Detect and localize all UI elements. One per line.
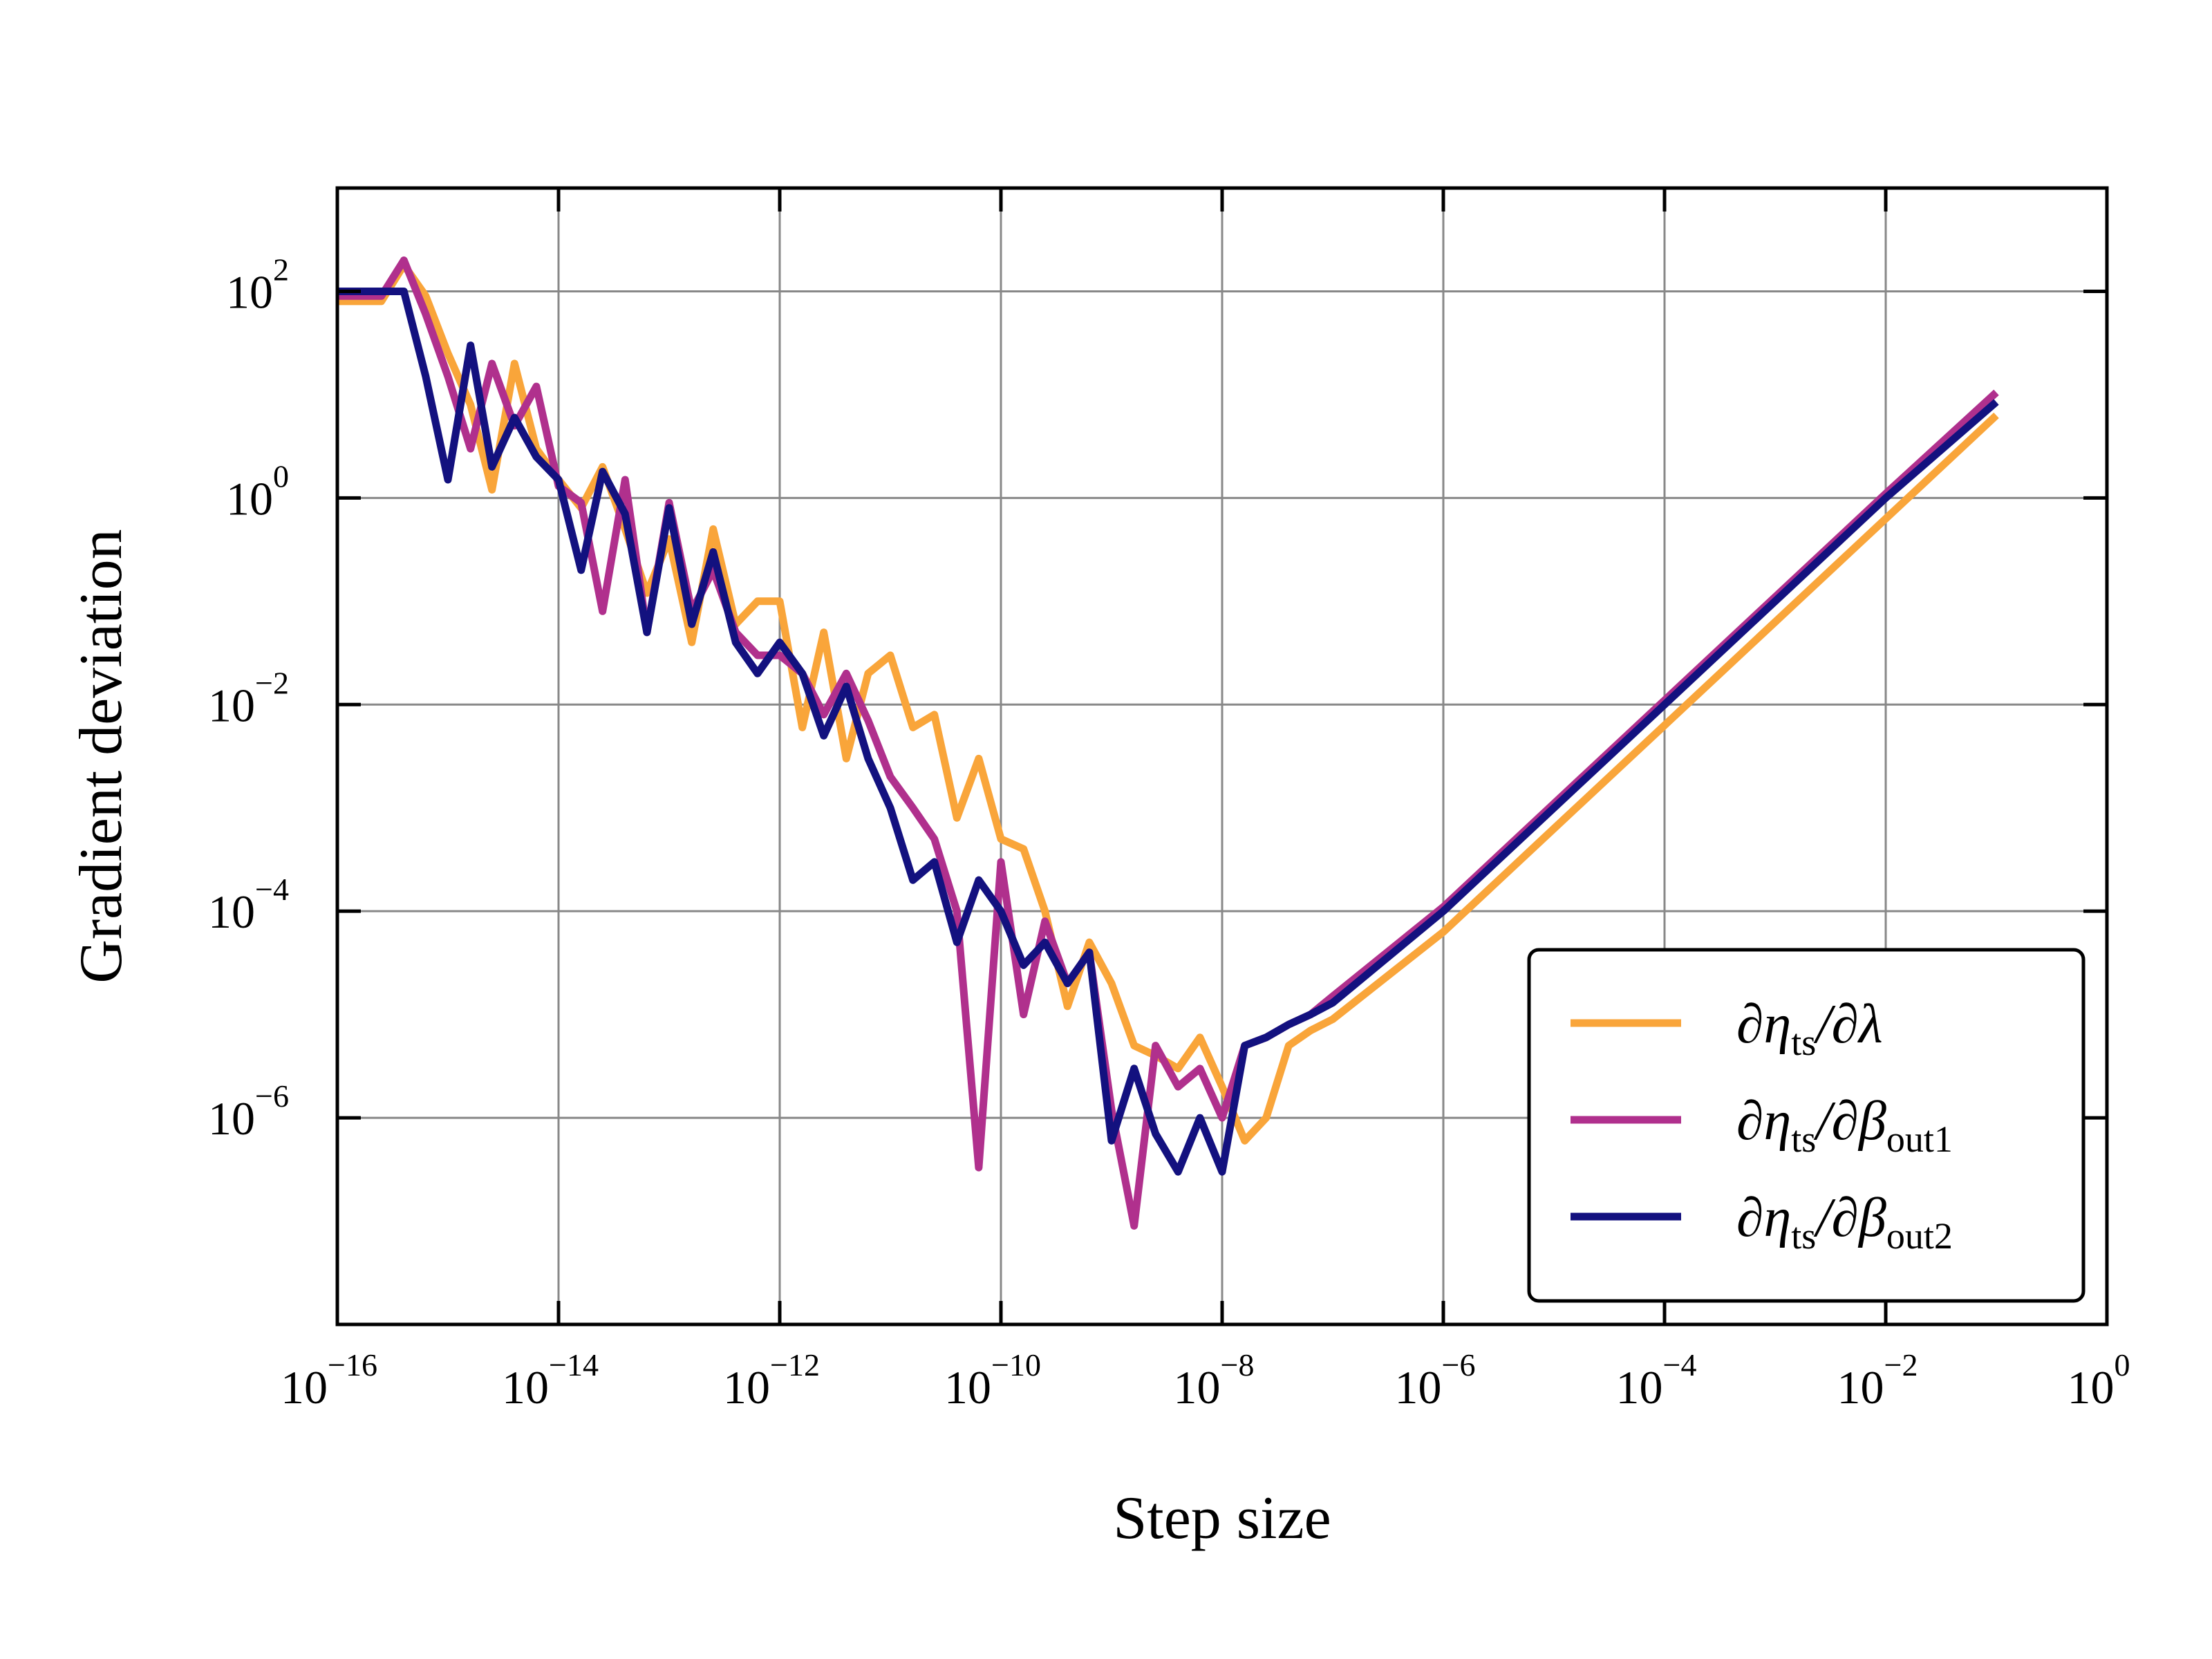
x-tick-base: 10 bbox=[1174, 1361, 1221, 1414]
y-tick-base: 10 bbox=[208, 885, 255, 938]
x-tick-label: 10−12 bbox=[723, 1347, 820, 1414]
x-tick-exp: −10 bbox=[991, 1347, 1041, 1382]
legend-label-1: ∂ηts/∂λ bbox=[1736, 994, 1883, 1063]
legend-label-subscript: ts bbox=[1791, 1215, 1816, 1257]
y-tick-label: 10−6 bbox=[208, 1078, 289, 1145]
legend-label-part: ∂η bbox=[1736, 994, 1791, 1055]
x-tick-base: 10 bbox=[2068, 1361, 2115, 1414]
legend-label-part: /∂β bbox=[1813, 1188, 1886, 1248]
x-tick-base: 10 bbox=[502, 1361, 549, 1414]
x-tick-label: 10−14 bbox=[502, 1347, 599, 1414]
x-tick-label: 10−8 bbox=[1174, 1347, 1255, 1414]
y-tick-exp: −6 bbox=[255, 1078, 289, 1114]
x-tick-labels: 10−16 10−14 10−12 10−10 10−8 10−6 10−4 10−2 100 bbox=[281, 1347, 2130, 1414]
y-tick-base: 10 bbox=[208, 1092, 255, 1145]
x-tick-exp: −2 bbox=[1884, 1347, 1918, 1382]
x-tick-base: 10 bbox=[1395, 1361, 1442, 1414]
x-tick-exp: −12 bbox=[770, 1347, 820, 1382]
y-tick-base: 10 bbox=[226, 265, 273, 318]
x-tick-label: 10−6 bbox=[1395, 1347, 1476, 1414]
y-tick-label: 10−4 bbox=[208, 872, 289, 938]
x-axis-title: Step size bbox=[1113, 1485, 1331, 1552]
legend: ∂ηts/∂λ∂ηts/∂βout1∂ηts/∂βout2 bbox=[1527, 948, 2086, 1303]
legend-label-subscript: out1 bbox=[1886, 1118, 1953, 1160]
legend-label-part: /∂λ bbox=[1813, 994, 1882, 1055]
legend-label-subscript: ts bbox=[1791, 1022, 1816, 1063]
legend-label-subscript: ts bbox=[1791, 1118, 1816, 1160]
y-tick-base: 10 bbox=[208, 679, 255, 731]
x-tick-label: 10−16 bbox=[281, 1347, 377, 1414]
x-tick-base: 10 bbox=[944, 1361, 991, 1414]
x-tick-base: 10 bbox=[1616, 1361, 1663, 1414]
ticks bbox=[335, 188, 2109, 1324]
x-tick-label: 10−10 bbox=[944, 1347, 1041, 1414]
x-tick-label: 10−2 bbox=[1837, 1347, 1918, 1414]
series-lines bbox=[337, 256, 1999, 1230]
y-tick-exp: −4 bbox=[255, 872, 289, 907]
y-tick-exp: 0 bbox=[273, 458, 289, 494]
legend-label-part: ∂η bbox=[1736, 1188, 1791, 1248]
x-tick-exp: −8 bbox=[1221, 1347, 1255, 1382]
x-tick-base: 10 bbox=[723, 1361, 770, 1414]
grid bbox=[337, 188, 2107, 1324]
x-tick-label: 10−4 bbox=[1616, 1347, 1697, 1414]
y-tick-base: 10 bbox=[226, 472, 273, 525]
x-tick-exp: −16 bbox=[328, 1347, 377, 1382]
legend-label-2: ∂ηts/∂βout1 bbox=[1736, 1091, 1953, 1160]
y-tick-label: 100 bbox=[226, 458, 289, 525]
y-tick-exp: 2 bbox=[273, 252, 289, 287]
x-tick-exp: 0 bbox=[2115, 1347, 2130, 1382]
legend-label-part: /∂β bbox=[1813, 1091, 1886, 1152]
legend-label-part: ∂η bbox=[1736, 1091, 1791, 1152]
x-tick-exp: −14 bbox=[549, 1347, 599, 1382]
y-tick-label: 10−2 bbox=[208, 665, 289, 731]
legend-label-3: ∂ηts/∂βout2 bbox=[1736, 1188, 1953, 1257]
x-tick-label: 100 bbox=[2068, 1347, 2130, 1414]
series-line-3 bbox=[337, 288, 1999, 1176]
y-tick-exp: −2 bbox=[255, 665, 289, 700]
y-tick-label: 102 bbox=[226, 252, 289, 318]
x-tick-exp: −4 bbox=[1663, 1347, 1697, 1382]
x-tick-exp: −6 bbox=[1442, 1347, 1476, 1382]
y-axis-title: Gradient deviation bbox=[68, 529, 135, 983]
x-tick-base: 10 bbox=[1837, 1361, 1884, 1414]
legend-label-subscript: out2 bbox=[1886, 1215, 1953, 1257]
x-tick-base: 10 bbox=[281, 1361, 328, 1414]
